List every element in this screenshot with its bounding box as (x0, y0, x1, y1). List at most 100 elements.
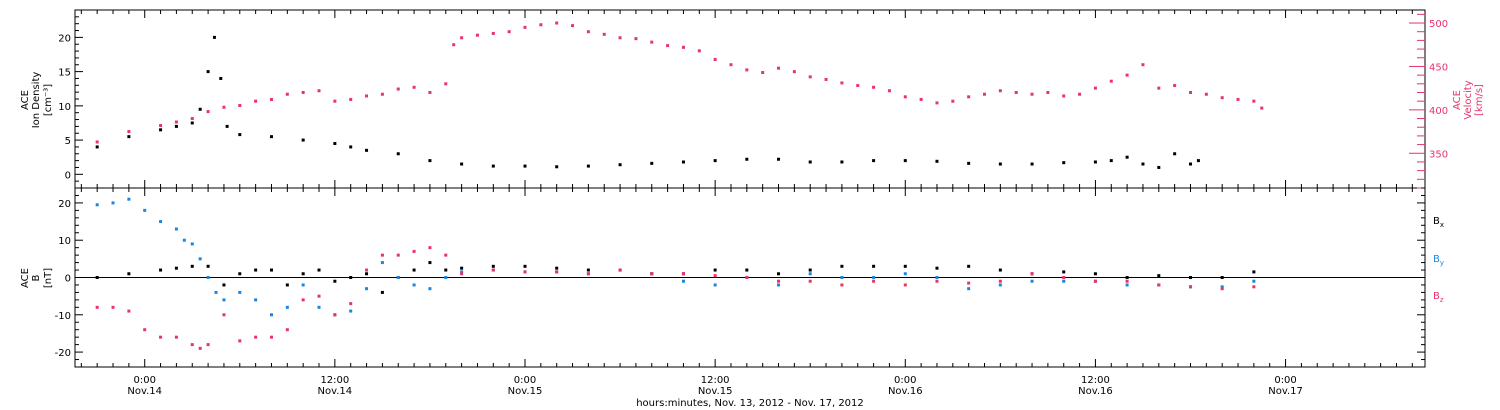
velocity-point (475, 33, 479, 37)
x-tick-label-time: 0:00 (133, 375, 155, 386)
Bx-point (808, 268, 812, 272)
velocity-point (269, 97, 273, 101)
velocity-point (349, 97, 353, 101)
legend-by: By (1433, 254, 1444, 267)
density-point (269, 135, 273, 139)
By-point (380, 261, 384, 265)
Bx-point (1157, 274, 1161, 278)
velocity-point (1173, 84, 1177, 88)
By-point (396, 276, 400, 279)
Bx-point (998, 268, 1002, 272)
velocity-point (285, 92, 289, 96)
velocity-point (1204, 92, 1208, 96)
density-point (225, 124, 229, 128)
Bz-point (190, 343, 194, 347)
velocity-point (174, 120, 178, 124)
density-point (206, 70, 210, 74)
Bx-point (412, 268, 416, 272)
y-tick-label-velocity: 350 (1429, 149, 1448, 160)
Bz-point (198, 346, 202, 350)
density-point (967, 161, 971, 165)
x-tick-label-time: 0:00 (894, 375, 916, 386)
Bz-point (380, 253, 384, 257)
velocity-point (697, 49, 701, 53)
Bz-point (285, 328, 289, 332)
x-tick-label-date: Nov.14 (318, 386, 353, 397)
Bx-point (1125, 276, 1129, 279)
velocity-point (333, 99, 337, 103)
velocity-point (650, 40, 654, 44)
Bz-point (1220, 287, 1224, 291)
density-point (1157, 165, 1161, 169)
y-tick-label-field: -10 (55, 311, 71, 322)
Bx-point (745, 268, 749, 272)
density-point (808, 160, 812, 164)
velocity-point (491, 31, 495, 35)
By-point (222, 298, 226, 302)
velocity-point (967, 95, 971, 99)
velocity-point (95, 140, 99, 144)
Bz-point (586, 272, 590, 276)
Bx-point (317, 268, 321, 272)
Bz-point (1188, 285, 1192, 289)
By-point (365, 287, 369, 291)
By-point (903, 272, 907, 276)
density-point (523, 164, 527, 168)
velocity-point (1236, 97, 1240, 101)
density-point (212, 35, 216, 39)
velocity-point (586, 30, 590, 34)
velocity-point (317, 89, 321, 93)
velocity-point (1220, 96, 1224, 100)
Bz-point (238, 339, 242, 343)
Bz-point (872, 279, 876, 283)
density-point (998, 162, 1002, 166)
Bx-point (222, 283, 226, 287)
velocity-point (872, 85, 876, 89)
By-point (412, 283, 416, 287)
Bz-point (713, 274, 717, 278)
By-point (808, 272, 812, 276)
Bx-point (301, 272, 305, 276)
Bz-point (95, 305, 99, 309)
Bz-point (349, 302, 353, 306)
By-point (269, 313, 273, 317)
Bz-point (523, 270, 527, 274)
x-tick-label-date: Nov.16 (888, 386, 923, 397)
velocity-point (555, 21, 559, 25)
Bx-point (1220, 276, 1224, 279)
velocity-point (206, 110, 210, 114)
density-point (586, 164, 590, 168)
Bz-point (1125, 279, 1129, 283)
Bz-point (650, 272, 654, 276)
velocity-point (365, 94, 369, 98)
legend-bz-label: B (1433, 291, 1440, 302)
velocity-point (840, 81, 844, 85)
density-point (159, 128, 163, 132)
velocity-point (380, 92, 384, 96)
velocity-point (1046, 90, 1050, 94)
By-point (1125, 283, 1129, 287)
Bz-point (840, 283, 844, 287)
Bx-point (444, 268, 448, 272)
x-tick-label-time: 12:00 (320, 375, 349, 386)
density-point (198, 107, 202, 111)
Bx-point (1188, 276, 1192, 279)
legend-bz: Bz (1433, 291, 1444, 304)
x-tick-label-time: 12:00 (1081, 375, 1110, 386)
Bz-point (491, 268, 495, 272)
velocity-point (1157, 86, 1161, 90)
density-point (174, 124, 178, 128)
y-tick-label-field: -20 (55, 348, 71, 359)
density-point (365, 148, 369, 152)
By-point (111, 201, 115, 205)
Bz-point (143, 328, 147, 332)
velocity-point (1188, 90, 1192, 94)
velocity-point (222, 105, 226, 109)
Bz-point (174, 335, 178, 339)
density-point (681, 160, 685, 164)
density-point (650, 161, 654, 165)
Bz-point (1093, 279, 1097, 283)
Bz-point (317, 294, 321, 298)
By-point (460, 270, 464, 274)
